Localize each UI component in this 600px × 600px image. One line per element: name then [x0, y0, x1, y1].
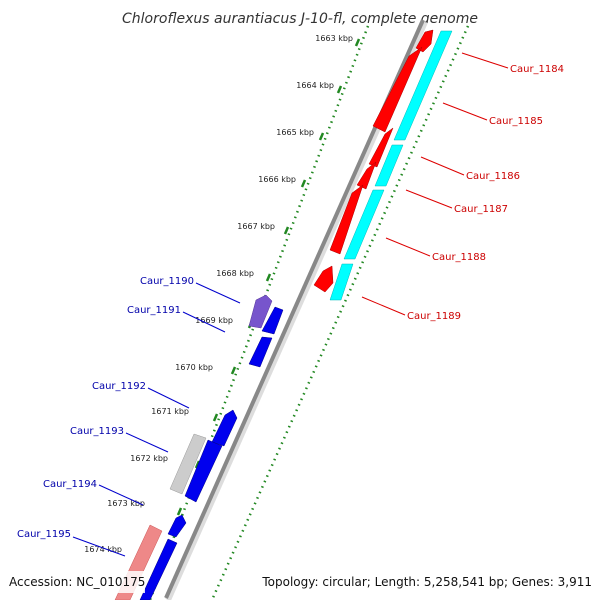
- kbp-label: 1668 kbp: [216, 269, 254, 278]
- gene-arrow: [261, 306, 284, 335]
- kbp-label: 1672 kbp: [130, 454, 168, 463]
- kbp-label: 1664 kbp: [296, 81, 334, 90]
- gene-arrow: [211, 409, 238, 447]
- accession-text: Accession: NC_010175: [9, 575, 145, 589]
- kbp-label: 1666 kbp: [258, 175, 296, 184]
- kbp-label: 1670 kbp: [175, 363, 213, 372]
- gene-arrow: [415, 29, 434, 53]
- gene-label-reverse[interactable]: Caur_1190: [140, 276, 194, 287]
- kbp-label: 1667 kbp: [237, 222, 275, 231]
- gene-label-reverse[interactable]: Caur_1193: [70, 426, 124, 437]
- gene-arrow: [184, 439, 223, 503]
- kbp-label: 1669 kbp: [195, 316, 233, 325]
- kbp-label: 1671 kbp: [151, 407, 189, 416]
- gene-label-reverse[interactable]: Caur_1194: [43, 479, 97, 490]
- reverse-leader-lines: [72, 282, 241, 557]
- kbp-label: 1674 kbp: [84, 545, 122, 554]
- gene-arrow: [248, 336, 273, 368]
- feature-block: [374, 144, 404, 187]
- forward-genes: [313, 29, 434, 293]
- kbp-label: 1673 kbp: [107, 499, 145, 508]
- kbp-label: 1663 kbp: [315, 34, 353, 43]
- gene-arrow: [139, 538, 178, 600]
- feature-block: [343, 189, 385, 260]
- gene-label-forward[interactable]: Caur_1188: [432, 252, 486, 263]
- gene-label-reverse[interactable]: Caur_1195: [17, 529, 71, 540]
- gene-label-reverse[interactable]: Caur_1192: [92, 381, 146, 392]
- feature-block: [329, 263, 354, 301]
- forward-leader-lines: [361, 52, 509, 316]
- gene-label-forward[interactable]: Caur_1189: [407, 311, 461, 322]
- gene-label-reverse[interactable]: Caur_1191: [127, 305, 181, 316]
- feature-block: [393, 30, 453, 141]
- forward-features: [329, 30, 453, 301]
- gene-arrow: [248, 294, 273, 329]
- gene-label-forward[interactable]: Caur_1184: [510, 64, 564, 75]
- kbp-label: 1665 kbp: [276, 128, 314, 137]
- gene-arrow: [313, 265, 334, 293]
- reverse-genes: [114, 294, 284, 600]
- gene-arrow: [167, 514, 187, 538]
- gene-arrow: [169, 433, 207, 495]
- gene-arrow: [372, 46, 423, 133]
- gene-label-forward[interactable]: Caur_1185: [489, 116, 543, 127]
- topology-background: [258, 571, 596, 593]
- accession-background: [5, 571, 145, 593]
- topology-text: Topology: circular; Length: 5,258,541 bp…: [261, 575, 592, 589]
- kbp-major-ticks: [159, 38, 361, 562]
- gene-arrow: [368, 127, 394, 168]
- gene-label-forward[interactable]: Caur_1187: [454, 204, 508, 215]
- map-title: Chloroflexus aurantiacus J-10-fl, comple…: [122, 11, 478, 27]
- gene-arrow: [356, 161, 377, 190]
- gene-arrow: [329, 184, 364, 255]
- gene-label-forward[interactable]: Caur_1186: [466, 171, 520, 182]
